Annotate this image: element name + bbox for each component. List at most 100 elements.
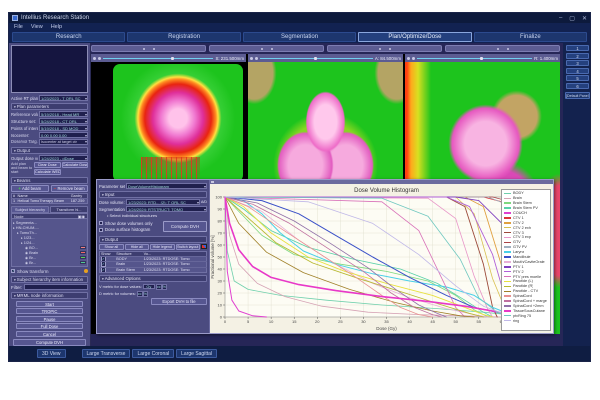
tree-item-hn-chum[interactable]: ▸ HN-CHUM-... <box>13 225 86 230</box>
action-button-cancel[interactable]: Cancel <box>16 330 83 337</box>
tab-plan-optimize-dose[interactable]: Plan/Optimize/Dose <box>358 32 472 42</box>
dose-volume-aux[interactable]: A/D <box>201 200 207 204</box>
compute-dvh-button[interactable]: Compute DVH <box>163 220 207 232</box>
parameter-set-select[interactable]: DoseVolumeHistogram <box>126 183 207 189</box>
layout-toolbar-segment[interactable] <box>327 45 442 52</box>
pin-icon[interactable] <box>93 56 96 60</box>
show-transform-checkbox[interactable]: ✓ <box>11 269 15 273</box>
legend-item-body[interactable]: BODY <box>504 191 548 196</box>
d-unit-cc[interactable]: cc <box>136 290 143 297</box>
checkbox-dose-surface-histogram[interactable] <box>99 227 103 232</box>
dvh-chart[interactable]: 0510152025303540455055606570010203040506… <box>210 184 554 334</box>
button-calculate-dose[interactable]: Calculate Dose <box>61 162 88 168</box>
structure-checkbox[interactable]: ✓ <box>101 267 106 273</box>
hier-tab-subject-hierarchy[interactable]: Subject hierarchy <box>11 206 49 213</box>
section-plan-parameters[interactable]: Plan parameters <box>11 103 88 110</box>
checkbox-show-dose-volumes-only[interactable] <box>99 221 103 225</box>
legend-item-mouth-caviteorale[interactable]: Mouth/CaviteOrale <box>504 259 548 264</box>
dvh-structures-table[interactable]: Show Structure Vo... ✓ BODY 1/23/2023: RTDOS… <box>99 250 207 273</box>
view-button-3d-view[interactable]: 3D View <box>37 349 66 358</box>
compute-dvh-sidebar-button[interactable]: Compute DVH <box>13 339 86 346</box>
button-add-beam[interactable]: + Add beam <box>11 185 49 192</box>
menu-help[interactable]: Help <box>50 24 63 30</box>
structure-checkbox[interactable]: ✓ <box>101 262 106 267</box>
minimize-button[interactable]: – <box>558 14 563 21</box>
eye-icon[interactable] <box>255 56 258 60</box>
layout-toolbar-segment[interactable] <box>91 45 206 52</box>
dvh-structure-row[interactable]: ✓ BODY 1/23/2023: RTDOSE: Tomo <box>99 255 207 262</box>
eye-icon[interactable] <box>98 56 101 60</box>
section-advanced-options[interactable]: Advanced Options <box>99 275 207 282</box>
sagittal-slice-slider[interactable] <box>417 56 533 60</box>
select-structures-option[interactable]: • Select individual structures <box>107 213 158 218</box>
tree-item-br[interactable]: ◉ Br... <box>13 260 86 265</box>
pin-icon[interactable] <box>407 56 410 60</box>
menu-view[interactable]: View <box>30 24 43 30</box>
tree-item-brain[interactable]: ◉ Brain <box>13 250 86 255</box>
button-hide-all[interactable]: Hide all <box>124 243 149 250</box>
d-unit-[interactable]: % <box>142 290 148 297</box>
button-clear-dose[interactable]: Clear Dose <box>34 162 61 168</box>
legend-item-gtv-pv[interactable]: GTV PV <box>504 245 548 250</box>
v-unit-cc[interactable]: cc <box>155 283 162 290</box>
tree-item-1-24[interactable]: ▸ 1/24... <box>13 240 86 245</box>
button-switch-layout[interactable]: Switch layout <box>175 243 200 250</box>
filter-input[interactable] <box>24 284 88 290</box>
button-hide-legend[interactable]: Hide legend <box>150 243 175 250</box>
action-button-start[interactable]: Start <box>16 300 83 307</box>
tab-finalize[interactable]: Finalize <box>473 32 588 42</box>
view-button-large-coronal[interactable]: Large Coronal <box>132 349 175 358</box>
legend-item-gtv[interactable]: GTV <box>504 240 548 245</box>
segmentation-select[interactable]: 1/24/2024: RTSTRUCT: TOMO <box>126 206 207 212</box>
coronal-slice-slider[interactable] <box>260 56 373 60</box>
layout-button-1[interactable]: 1 <box>566 45 589 51</box>
legend-item-parotide-ctv[interactable]: Parotide - CTV <box>504 289 548 294</box>
legend-item-brain-stem[interactable]: Brain Stem <box>504 201 548 206</box>
layout-toolbar-segment[interactable] <box>445 45 560 52</box>
tree-item-segmenta[interactable]: ▸ Segmenta... <box>13 220 86 225</box>
legend-item-parotide-l[interactable]: Parotide (L) <box>504 279 548 284</box>
transverse-dose-image[interactable] <box>91 62 246 334</box>
eye-icon[interactable]: ◉ <box>25 260 29 265</box>
action-button-pause[interactable]: Pause <box>16 315 83 322</box>
v-metric-input[interactable]: Gy <box>142 283 155 289</box>
dvh-legend[interactable]: BODY Brain Brain Stem Brain Stem PV COUCH CTV… <box>501 189 551 331</box>
transverse-slice-slider[interactable] <box>103 56 214 60</box>
tab-segmentation[interactable]: Segmentation <box>242 32 357 42</box>
legend-item-tissuesouscutane[interactable]: TissueSousCutane <box>504 308 548 313</box>
section-mrml-node-info[interactable]: MRML node information <box>11 292 88 299</box>
legend-item-spinalcord-marge[interactable]: SpinalCord + marge <box>504 299 548 304</box>
subject-hierarchy-tree[interactable]: ▸ Segmenta... ▸ HN-CHUM-... ▸ TomoTh... ▸ 1/23.… <box>11 219 88 267</box>
section-output[interactable]: Output <box>11 147 88 154</box>
dvh-structure-row[interactable]: ✓ Brain 1/23/2023: RTDOSE: Tomo <box>99 261 207 267</box>
param-select-isocenter[interactable]: 0.00 0.00 0.00 <box>39 132 88 138</box>
action-button-full-dose[interactable]: Full Dose <box>16 323 83 329</box>
view-button-large-sagittal[interactable]: Large Sagittal <box>176 349 217 358</box>
legend-item-ptv-pres-moelle[interactable]: PTV pres moelle <box>504 274 548 279</box>
beams-table[interactable]: # Name Gantry 1 Helical TomoTherapy Beam 187… <box>11 193 88 204</box>
section-input[interactable]: Input <box>99 191 207 198</box>
tab-research[interactable]: Research <box>12 32 126 42</box>
maximize-button[interactable]: ▢ <box>569 15 575 22</box>
param-select-structure-set[interactable]: 5/24/2018 - CT ORL <box>39 118 88 124</box>
output-dose-select[interactable]: 1/24/2023 - dDose <box>39 155 88 161</box>
legend-item-ctv-3[interactable]: CTV 3 <box>504 230 548 235</box>
eye-icon[interactable]: ◉ <box>25 255 29 260</box>
section-dvh-output[interactable]: Output <box>99 235 207 243</box>
tab-registration[interactable]: Registration <box>127 32 241 42</box>
structure-checkbox[interactable]: ✓ <box>101 256 106 262</box>
legend-item-mandibule[interactable]: Mandibule <box>504 255 548 260</box>
view-button-large-transverse[interactable]: Large Transverse <box>81 349 131 358</box>
legend-item-ctv-3-exp[interactable]: CTV 3 exp <box>504 235 548 240</box>
legend-item-spinalcord-2mm[interactable]: SpinalCord +2mm <box>504 303 548 308</box>
legend-item-larynx[interactable]: Larynx <box>504 250 548 255</box>
export-dvh-button[interactable]: Export DVH to file <box>151 298 207 305</box>
default-panel-button[interactable]: [Default Panel] <box>565 91 590 99</box>
legend-item-ptvring-75[interactable]: ptvRing 75 <box>504 313 548 318</box>
param-select-points-of-interest[interactable]: 5/19/2018 - SD MOD <box>39 125 88 131</box>
layout-button-5[interactable]: 5 <box>566 75 589 81</box>
legend-item-ctv-1[interactable]: CTV 1 <box>504 215 548 220</box>
button-calculate-wed[interactable]: Calculate WED <box>34 169 61 175</box>
legend-item-brain-stem-pv[interactable]: Brain Stem PV <box>504 206 548 211</box>
layout-button-3[interactable]: 3 <box>566 60 589 66</box>
